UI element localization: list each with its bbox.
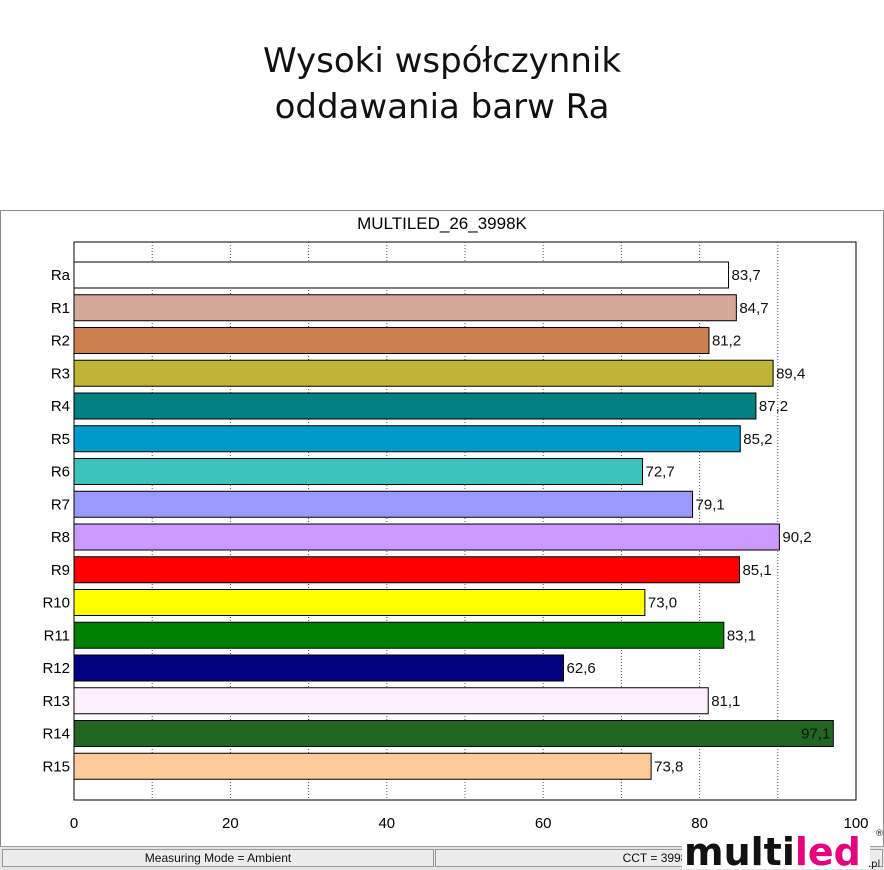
value-label-R9: 85,1 [742, 562, 771, 579]
bar-R9 [73, 556, 740, 584]
value-label-R2: 81,2 [712, 333, 741, 350]
logo-suffix: .pl [868, 859, 880, 869]
category-label-R6: R6 [51, 464, 70, 481]
x-tick-label-0: 0 [70, 815, 78, 832]
page-title: Wysoki współczynnik oddawania barw Ra [0, 38, 884, 130]
x-tick-label-100: 100 [843, 815, 868, 832]
logo-text-multi: multi [684, 830, 795, 869]
category-label-R14: R14 [42, 726, 70, 743]
value-label-R10: 73,0 [648, 595, 677, 612]
category-label-R5: R5 [51, 431, 70, 448]
page-title-line-2: oddawania barw Ra [274, 87, 610, 127]
x-tick-label-20: 20 [222, 815, 239, 832]
measuring-mode-status: Measuring Mode = Ambient [2, 849, 434, 867]
category-label-R1: R1 [51, 300, 70, 317]
bar-R1 [73, 294, 737, 322]
page-title-line-1: Wysoki współczynnik [262, 41, 622, 81]
bar-R3 [73, 359, 774, 387]
bar-R2 [73, 327, 710, 354]
category-label-R7: R7 [51, 496, 70, 513]
value-label-R15: 73,8 [654, 758, 683, 775]
value-label-R12: 62,6 [567, 660, 596, 677]
bar-R6 [73, 458, 644, 485]
category-label-R9: R9 [51, 562, 70, 579]
value-label-Ra: 83,7 [732, 267, 761, 284]
value-label-R8: 90,2 [782, 529, 811, 546]
category-label-R8: R8 [51, 529, 70, 546]
bar-R5 [73, 425, 741, 453]
multiled-logo: multiled .pl ® [682, 829, 884, 869]
category-label-R11: R11 [44, 627, 70, 644]
value-label-R7: 79,1 [696, 496, 725, 513]
logo-background [682, 830, 870, 869]
category-label-R4: R4 [51, 398, 70, 415]
value-label-R14: 97,1 [801, 726, 830, 743]
x-tick-label-40: 40 [378, 815, 395, 832]
bar-R7 [73, 490, 694, 518]
category-label-R13: R13 [42, 693, 70, 710]
value-label-R13: 81,1 [711, 693, 740, 710]
category-label-R10: R10 [42, 595, 70, 612]
chart-title: MULTILED_26_3998K [357, 214, 527, 233]
category-label-R15: R15 [42, 758, 70, 775]
category-label-R12: R12 [42, 660, 70, 677]
category-label-R3: R3 [51, 365, 70, 382]
bar-R13 [73, 687, 709, 715]
bar-R14 [73, 720, 834, 747]
bar-R11 [73, 621, 725, 649]
logo-registered-mark: ® [875, 829, 884, 839]
value-label-R6: 72,7 [646, 464, 675, 481]
value-label-R5: 85,2 [743, 431, 772, 448]
cri-bar-chart: MULTILED_26_3998K 0 20 40 60 80 100 Ra 83,7 R1 84,… [42, 214, 868, 832]
value-label-R3: 89,4 [776, 365, 805, 382]
bar-R10 [73, 589, 646, 616]
logo-wordmark: multiled [684, 830, 861, 869]
category-label-R2: R2 [51, 333, 70, 350]
bar-R15 [73, 752, 652, 780]
value-label-R11: 83,1 [727, 627, 756, 644]
value-label-R1: 84,7 [739, 300, 768, 317]
x-tick-label-80: 80 [691, 815, 708, 832]
bar-R4 [73, 392, 757, 420]
bar-Ra [73, 261, 730, 289]
bar-R8 [73, 523, 780, 551]
bar-R12 [73, 654, 565, 682]
category-label-Ra: Ra [51, 267, 71, 284]
chart-panel: MULTILED_26_3998K 0 20 40 60 80 100 Ra 83,7 R1 84,… [0, 210, 884, 868]
logo-text-led: led [795, 830, 861, 869]
x-tick-label-60: 60 [535, 815, 552, 832]
value-label-R4: 87,2 [759, 398, 788, 415]
